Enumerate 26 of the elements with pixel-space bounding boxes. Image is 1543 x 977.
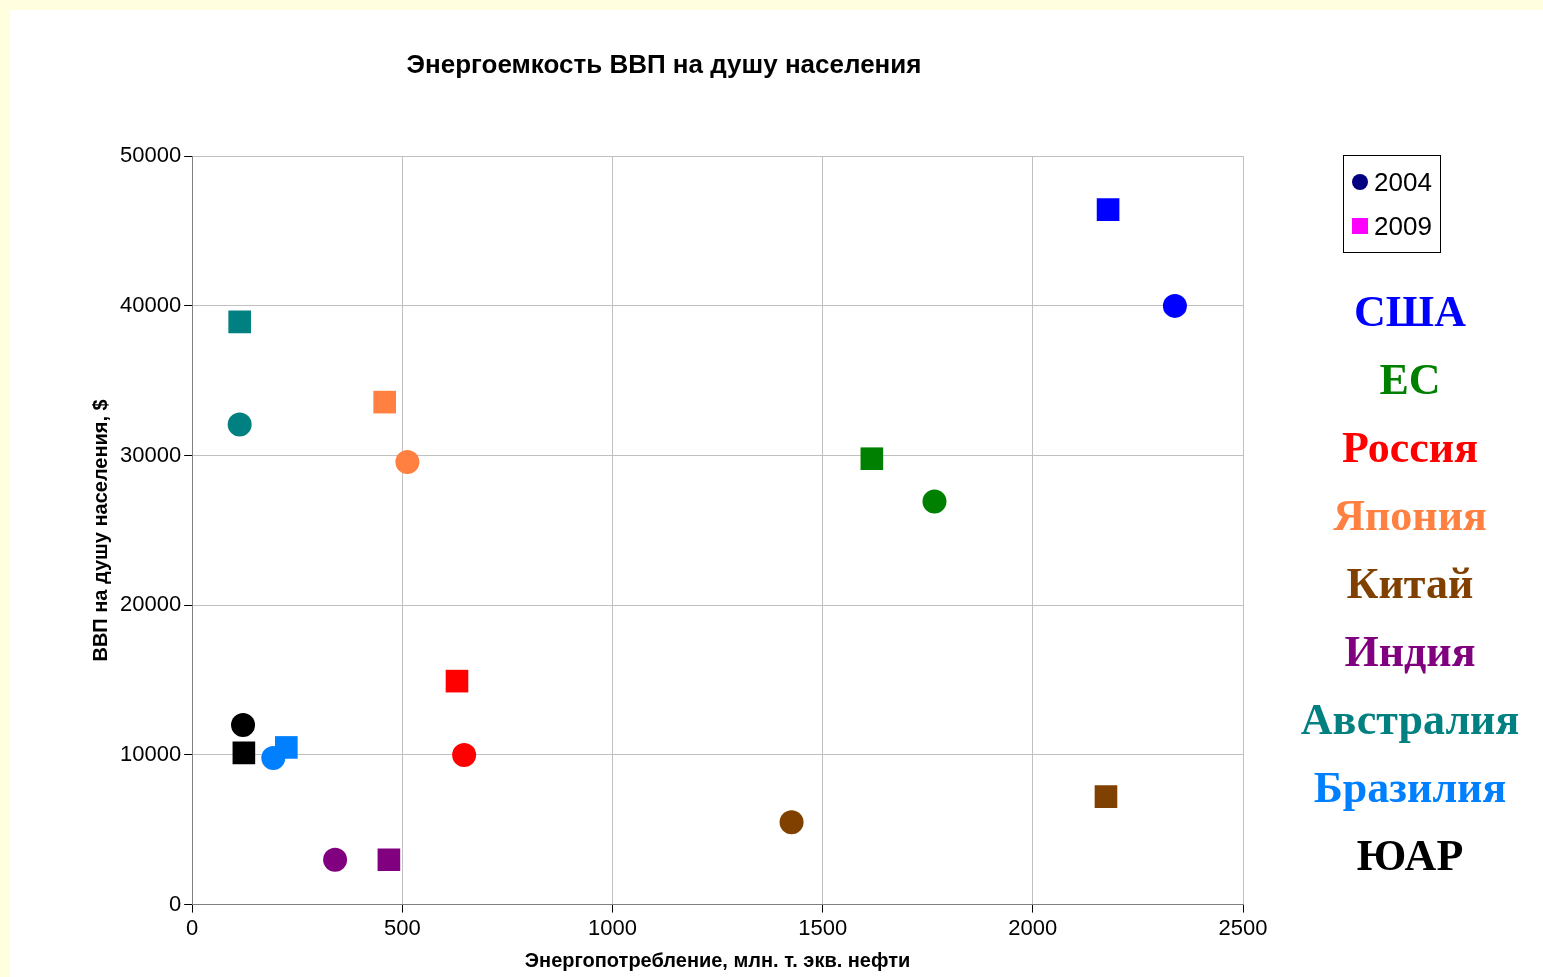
- text: ЮАР: [1355, 830, 1465, 882]
- y-tick-label: 40000: [119, 291, 182, 317]
- text: 2009: [1374, 210, 1432, 243]
- x-tick-label: 1500: [798, 914, 848, 940]
- y-tick-label: 20000: [119, 591, 182, 617]
- x-tick-label: 500: [383, 914, 421, 940]
- text: Китай: [1345, 558, 1475, 610]
- y-tick-label: 30000: [119, 441, 182, 467]
- y-axis-title: ВВП на душу населения, $: [88, 399, 111, 662]
- chart-title: Энергоемкость ВВП на душу населения: [406, 48, 922, 79]
- x-axis-title: Энергопотребление, млн. т. экв. нефти: [524, 948, 911, 971]
- text: Индия: [1343, 626, 1477, 678]
- x-tick-label: 2500: [1218, 914, 1268, 940]
- y-tick-label: 0: [168, 890, 182, 916]
- text: ЕС: [1378, 354, 1442, 406]
- y-tick-label: 50000: [119, 142, 182, 168]
- text: Бразилия: [1312, 762, 1508, 814]
- text: Австралия: [1299, 694, 1521, 746]
- x-tick-label: 2000: [1008, 914, 1058, 940]
- x-tick-label: 0: [186, 914, 199, 940]
- y-tick-label: 10000: [119, 740, 182, 766]
- text: 2004: [1374, 166, 1432, 199]
- x-tick-label: 1000: [588, 914, 637, 940]
- text: Россия: [1341, 422, 1479, 474]
- text: США: [1353, 286, 1467, 338]
- text: Япония: [1332, 490, 1488, 542]
